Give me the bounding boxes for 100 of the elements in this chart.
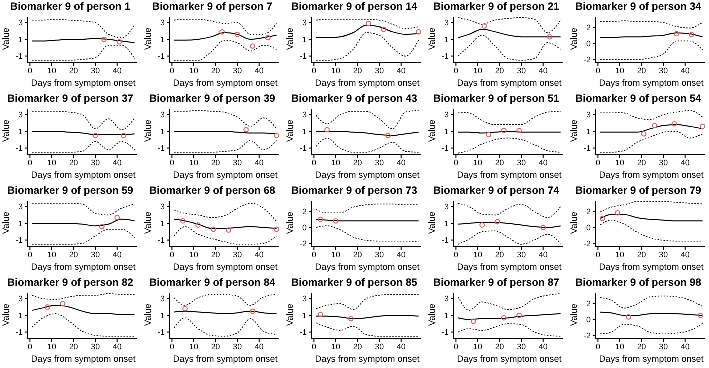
- line-series: [600, 131, 704, 153]
- x-tick-label: 30: [375, 342, 385, 352]
- x-tick-label: 30: [91, 66, 101, 76]
- x-tick-label: 10: [474, 158, 483, 168]
- line-series: [174, 40, 278, 61]
- point: [672, 121, 678, 127]
- y-tick-label: 1: [444, 219, 450, 228]
- point: [366, 20, 372, 26]
- x-tick-label: 10: [616, 342, 625, 352]
- line-series: [32, 111, 136, 130]
- x-tick-label: 20: [353, 342, 363, 352]
- x-tick-label: 40: [396, 158, 406, 168]
- point: [381, 26, 387, 32]
- y-tick-label: -1: [300, 52, 308, 62]
- chart-title: Biomarker 9 of person 82: [6, 276, 135, 291]
- x-axis-title: Days from symptom onset: [172, 169, 279, 181]
- x-axis-title: Days from symptom onset: [172, 261, 279, 273]
- x-tick-label: 30: [233, 66, 243, 76]
- line-series: [32, 229, 136, 245]
- chart-title: Biomarker 9 of person 74: [432, 184, 561, 199]
- y-axis-title: Value: [1, 304, 12, 326]
- x-axis-title: Days from symptom onset: [456, 261, 563, 273]
- x-tick-label: 10: [190, 66, 199, 76]
- chart-title: Biomarker 9 of person 59: [6, 184, 135, 199]
- point: [265, 35, 271, 41]
- x-tick-label: 40: [254, 66, 264, 76]
- x-tick-label: 10: [332, 66, 341, 76]
- x-tick-label: 30: [659, 158, 669, 168]
- line-series: [316, 204, 420, 214]
- x-axis-title: Days from symptom onset: [314, 169, 421, 181]
- y-axis-title: Value: [143, 212, 154, 234]
- chart-title: Biomarker 9 of person 39: [148, 92, 277, 107]
- line-series: [458, 293, 562, 311]
- chart-title: Biomarker 9 of person 84: [148, 276, 277, 291]
- x-tick-label: 20: [637, 66, 647, 76]
- x-tick-label: 20: [69, 250, 79, 260]
- x-tick-label: 40: [538, 158, 548, 168]
- x-tick-label: 0: [454, 158, 459, 168]
- y-tick-label: 3: [586, 110, 592, 120]
- line-series: [32, 19, 136, 38]
- point: [416, 29, 421, 35]
- y-axis-title: Value: [285, 212, 296, 234]
- y-axis-title: Value: [285, 304, 296, 326]
- y-tick-label: -1: [442, 328, 450, 338]
- x-tick-label: 0: [454, 250, 459, 260]
- chart-title: Biomarker 9 of person 7: [151, 0, 274, 15]
- y-tick-label: -1: [300, 328, 308, 338]
- point: [234, 32, 240, 38]
- x-tick-label: 0: [312, 250, 317, 260]
- point: [516, 312, 522, 318]
- line-series: [600, 323, 704, 335]
- x-tick-label: 0: [312, 158, 317, 168]
- y-tick-label: 0: [586, 39, 592, 48]
- point: [220, 29, 226, 35]
- line-series: [316, 110, 420, 130]
- x-tick-label: 0: [170, 158, 175, 168]
- x-tick-label: 30: [233, 158, 243, 168]
- line-series: [174, 226, 278, 245]
- chart-title: Biomarker 9 of person 73: [290, 184, 419, 199]
- x-tick-label: 0: [312, 66, 317, 76]
- x-tick-label: 10: [48, 66, 57, 76]
- x-tick-label: 40: [112, 158, 122, 168]
- x-tick-label: 0: [28, 250, 33, 260]
- x-tick-label: 30: [517, 342, 527, 352]
- x-tick-label: 20: [353, 158, 363, 168]
- x-tick-label: 40: [680, 158, 690, 168]
- x-tick-label: 20: [69, 342, 79, 352]
- chart-title: Biomarker 9 of person 85: [290, 276, 419, 291]
- x-tick-label: 40: [396, 66, 406, 76]
- x-tick-label: 30: [659, 66, 669, 76]
- y-axis-title: Value: [1, 28, 12, 50]
- x-tick-label: 0: [596, 250, 601, 260]
- y-tick-label: 2: [586, 23, 592, 32]
- x-tick-label: 20: [353, 66, 363, 76]
- x-tick-label: 10: [474, 250, 483, 260]
- x-tick-label: 10: [474, 66, 483, 76]
- line-series: [32, 218, 136, 227]
- x-tick-label: 30: [91, 250, 101, 260]
- y-axis-title: Value: [143, 120, 154, 142]
- y-tick-label: -2: [584, 332, 592, 341]
- x-tick-label: 40: [112, 66, 122, 76]
- chart-title: Biomarker 9 of person 34: [574, 0, 703, 15]
- chart-title: Biomarker 9 of person 37: [6, 92, 135, 107]
- y-tick-label: 1: [18, 219, 24, 228]
- line-series: [458, 17, 562, 34]
- point: [180, 218, 186, 224]
- y-tick-label: -1: [158, 236, 166, 246]
- y-axis-title: Value: [143, 304, 154, 326]
- line-series: [174, 140, 278, 153]
- x-tick-label: 20: [69, 66, 79, 76]
- y-tick-label: 1: [160, 311, 166, 320]
- line-series: [316, 32, 420, 61]
- y-tick-label: -1: [584, 144, 592, 154]
- line-series: [174, 110, 278, 130]
- y-tick-label: 2: [586, 299, 592, 308]
- y-tick-label: 1: [444, 311, 450, 320]
- line-series: [600, 201, 704, 213]
- point: [700, 124, 705, 130]
- x-tick-label: 30: [375, 158, 385, 168]
- line-series: [458, 138, 562, 154]
